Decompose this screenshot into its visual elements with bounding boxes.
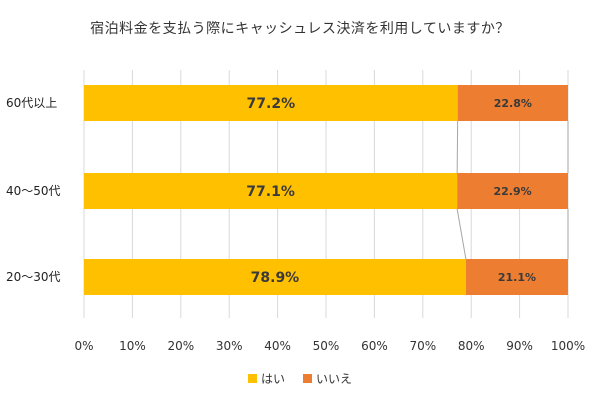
legend-item: いいえ xyxy=(303,370,352,387)
x-tick-label: 30% xyxy=(216,339,243,353)
x-tick-label: 90% xyxy=(506,339,533,353)
category-label: 20～30代 xyxy=(6,270,61,284)
legend-item: はい xyxy=(247,370,285,387)
x-tick-label: 60% xyxy=(361,339,388,353)
legend: はい いいえ xyxy=(0,370,600,387)
x-tick-label: 0% xyxy=(74,339,93,353)
legend-label: いいえ xyxy=(316,372,353,386)
category-label: 40～50代 xyxy=(6,184,61,198)
bar-yes xyxy=(84,173,458,209)
x-tick-label: 100% xyxy=(551,339,585,353)
x-tick-label: 40% xyxy=(264,339,291,353)
data-label: 78.9% xyxy=(251,270,300,286)
series-line xyxy=(456,208,467,260)
data-label: 77.2% xyxy=(247,96,296,112)
x-tick-label: 10% xyxy=(119,339,146,353)
bar-no xyxy=(457,173,568,209)
bar-no xyxy=(465,259,568,295)
bar-yes xyxy=(84,85,458,121)
data-label: 21.1% xyxy=(498,271,536,284)
x-tick-label: 20% xyxy=(167,339,194,353)
x-tick-label: 80% xyxy=(458,339,485,353)
data-label: 77.1% xyxy=(246,184,295,200)
bar-no xyxy=(457,85,568,121)
legend-label: はい xyxy=(260,372,285,386)
x-tick-label: 50% xyxy=(313,339,340,353)
data-label: 22.9% xyxy=(493,185,531,198)
data-label: 22.8% xyxy=(494,97,532,110)
legend-swatch xyxy=(303,374,312,383)
legend-swatch xyxy=(247,374,257,383)
bar-yes xyxy=(84,259,466,295)
x-tick-label: 70% xyxy=(409,339,436,353)
category-label: 60代以上 xyxy=(6,96,57,110)
chart-title: 宿泊料金を支払う際にキャッシュレス決済を利用していますか？ xyxy=(90,21,510,37)
